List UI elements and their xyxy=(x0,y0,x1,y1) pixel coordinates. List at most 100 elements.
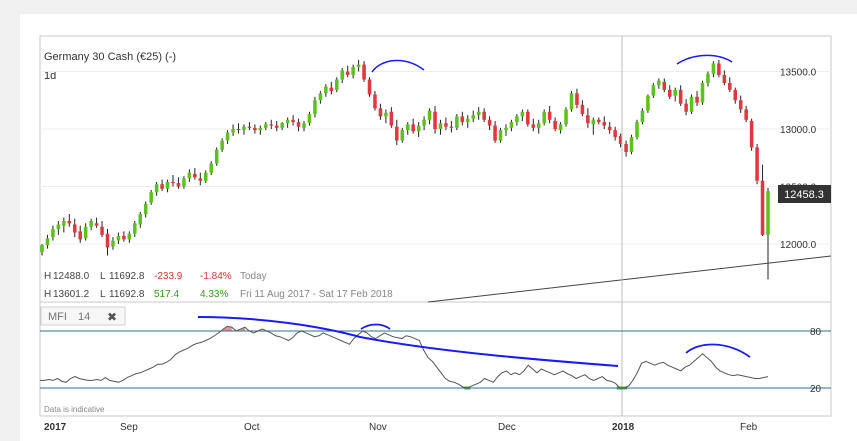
candle xyxy=(291,115,295,126)
chart-canvas: Germany 30 Cash (€25) (-) 1d 12000.01250… xyxy=(39,35,832,433)
candle-body xyxy=(100,226,104,235)
candle-body xyxy=(231,129,235,133)
candle xyxy=(597,117,601,125)
price-grid xyxy=(40,71,831,245)
stats-range-l: 11692.8 xyxy=(109,289,145,300)
candle xyxy=(296,118,301,132)
candle-body xyxy=(56,224,61,230)
candle xyxy=(231,124,235,136)
stats-range-change: 517.4 xyxy=(154,289,179,300)
candle xyxy=(127,231,132,243)
candle xyxy=(662,78,667,93)
candle xyxy=(171,175,175,187)
candle xyxy=(356,59,361,72)
candle-body xyxy=(356,64,361,67)
candle xyxy=(193,168,197,180)
candle-body xyxy=(635,122,639,138)
candle-body xyxy=(405,124,410,131)
candle xyxy=(613,126,617,141)
stats-today-h-label: H xyxy=(44,271,51,282)
candle xyxy=(766,187,770,280)
candle xyxy=(520,109,525,121)
indicator-close-icon[interactable]: ✖ xyxy=(107,310,117,324)
candle-body xyxy=(285,119,290,124)
candle xyxy=(602,116,607,129)
candle xyxy=(345,65,350,78)
candle xyxy=(209,161,213,175)
stats-today: H 12488.0 L 11692.8 -233.9 -1.84% Today xyxy=(44,271,267,282)
candle-body xyxy=(575,93,579,105)
candle xyxy=(258,125,263,135)
candle-body xyxy=(149,192,153,203)
candle-body xyxy=(569,93,574,110)
candle xyxy=(547,106,552,124)
annotation-arc-nov-high xyxy=(371,59,425,73)
candle-body xyxy=(476,111,481,116)
mfi-line xyxy=(40,325,769,389)
candle-body xyxy=(755,147,759,181)
candle-body xyxy=(487,119,492,126)
candle-body xyxy=(646,95,650,111)
candle-body xyxy=(133,223,137,234)
candle-body xyxy=(695,96,699,103)
candle-body xyxy=(395,126,399,141)
candle xyxy=(438,119,443,135)
candle xyxy=(531,118,536,132)
candle-body xyxy=(225,132,230,141)
candle xyxy=(711,61,716,78)
candle-body xyxy=(416,125,421,132)
stats-today-l: 11692.8 xyxy=(109,271,145,282)
candle xyxy=(695,91,699,106)
candle xyxy=(149,189,153,205)
price-tick-label: 13500.0 xyxy=(780,68,817,79)
candle xyxy=(673,87,677,102)
indicator-tag[interactable] xyxy=(40,306,126,326)
candle-body xyxy=(373,94,377,109)
candle-body xyxy=(498,130,503,141)
candle-body xyxy=(640,110,645,123)
x-tick-label: Sep xyxy=(120,422,138,433)
x-tick-label: 2017 xyxy=(44,422,67,433)
candle xyxy=(329,81,334,95)
stats-range-l-label: L xyxy=(100,289,106,300)
timeframe-label: 1d xyxy=(44,70,56,82)
candle-body xyxy=(744,109,748,120)
candle xyxy=(651,83,656,98)
candle xyxy=(760,164,765,236)
candle xyxy=(334,77,339,93)
candle-body xyxy=(629,137,634,152)
candle-body xyxy=(78,231,82,240)
annotation-mfi-arc-jan xyxy=(685,343,751,358)
candle-body xyxy=(471,115,476,119)
candle xyxy=(198,172,203,186)
candle-body xyxy=(154,184,159,193)
instrument-title: Germany 30 Cash (€25) (-) xyxy=(44,51,176,63)
stats-range-change-pct: 4.33% xyxy=(200,289,228,300)
candle-body xyxy=(427,110,432,120)
candle xyxy=(285,117,290,128)
candle xyxy=(607,122,612,134)
stats-today-change-pct: -1.84% xyxy=(200,271,232,282)
candle-body xyxy=(728,83,732,90)
candle xyxy=(564,107,568,127)
stats-today-l-label: L xyxy=(100,271,106,282)
candle-body xyxy=(460,116,465,123)
candle-body xyxy=(520,111,525,117)
candle xyxy=(45,234,50,249)
candle-body xyxy=(531,124,536,128)
stats-range-h-label: H xyxy=(44,289,51,300)
candle-body xyxy=(389,111,394,126)
candle-body xyxy=(504,127,508,131)
candle xyxy=(302,120,306,132)
candle xyxy=(629,134,634,155)
candle-body xyxy=(116,235,121,241)
candle xyxy=(187,169,192,182)
candle-body xyxy=(493,125,497,141)
candle xyxy=(646,94,650,113)
candle-body xyxy=(400,130,405,141)
price-tick-label: 13000.0 xyxy=(780,125,817,136)
candle-body xyxy=(302,123,306,128)
candle-body xyxy=(717,63,721,75)
candle-body xyxy=(542,111,546,124)
